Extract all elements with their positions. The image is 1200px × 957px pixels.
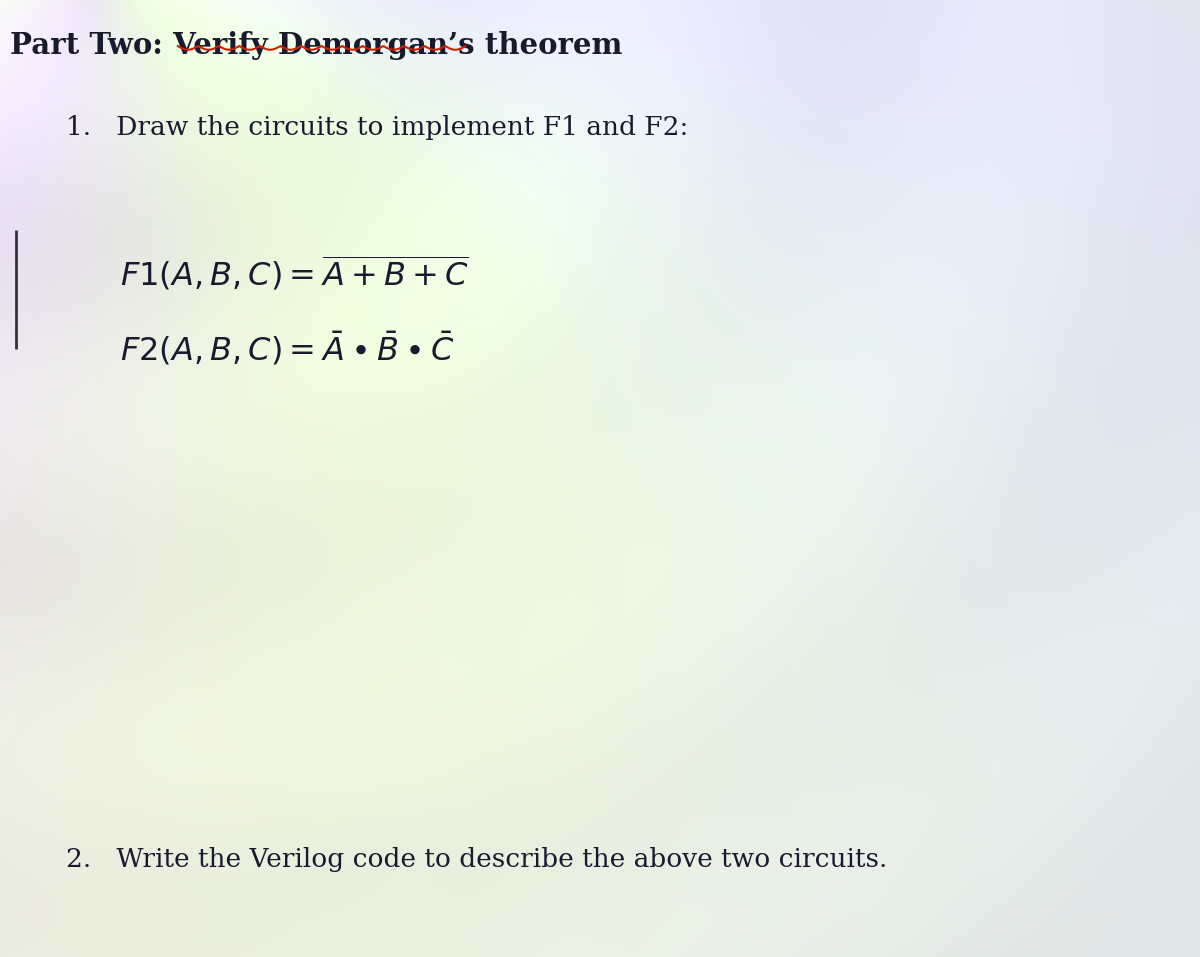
Text: $\mathit{F2(A,B,C)} = \bar{A} \bullet \bar{B} \bullet \bar{C}$: $\mathit{F2(A,B,C)} = \bar{A} \bullet \b… [120,330,455,367]
Text: 1.   Draw the circuits to implement F1 and F2:: 1. Draw the circuits to implement F1 and… [66,115,689,140]
Text: $\mathit{F1(A,B,C)} = \overline{A+B+C}$: $\mathit{F1(A,B,C)} = \overline{A+B+C}$ [120,254,469,293]
Text: 2.   Write the Verilog code to describe the above two circuits.: 2. Write the Verilog code to describe th… [66,847,887,872]
Text: Part Two: Verify Demorgan’s theorem: Part Two: Verify Demorgan’s theorem [10,31,622,59]
